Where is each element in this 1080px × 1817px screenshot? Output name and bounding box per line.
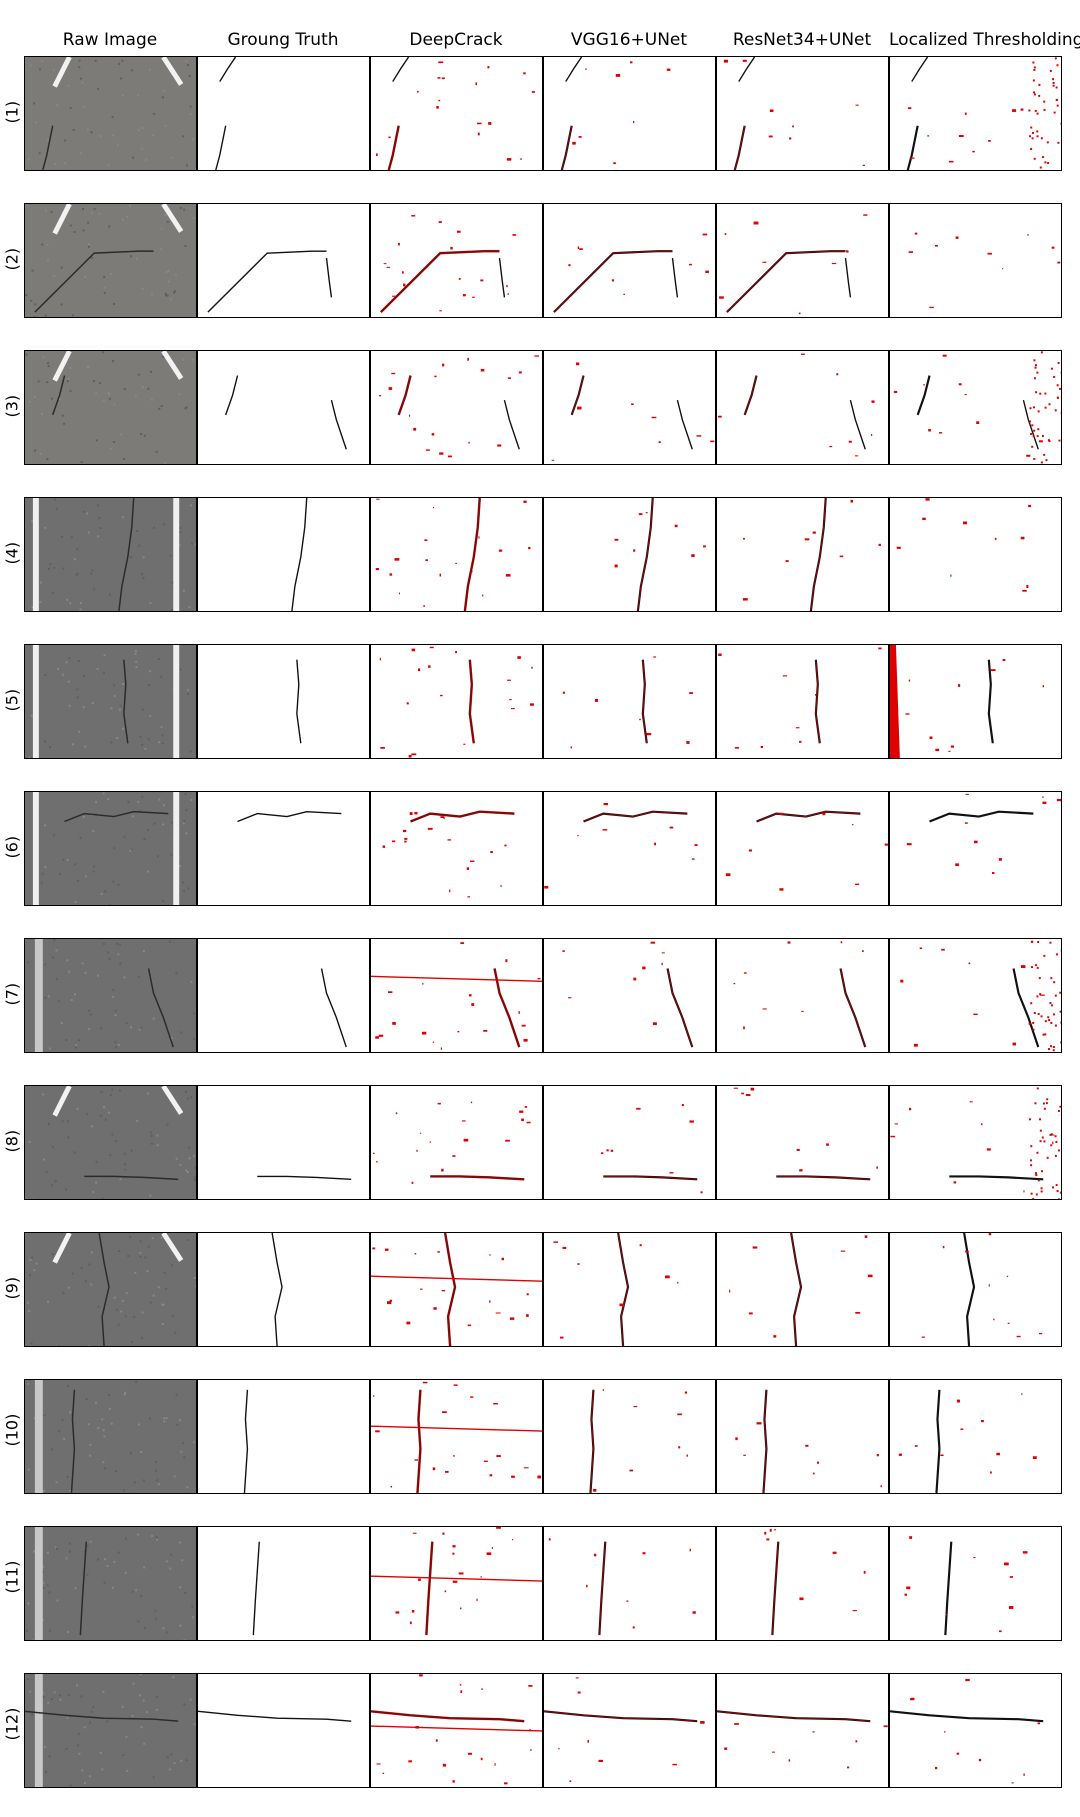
result-panel <box>370 203 543 318</box>
result-panel <box>24 791 197 906</box>
result-panel <box>197 497 370 612</box>
column-title: ResNet34+UNet <box>716 30 888 50</box>
result-panel <box>197 938 370 1053</box>
result-panel <box>24 497 197 612</box>
result-panel <box>24 644 197 759</box>
result-panel <box>716 497 889 612</box>
column-title: Localized Thresholding <box>889 30 1061 50</box>
result-panel <box>197 203 370 318</box>
result-panel <box>24 1085 197 1200</box>
result-panel <box>716 1232 889 1347</box>
result-panel <box>370 1232 543 1347</box>
result-panel <box>543 644 716 759</box>
result-panel <box>889 497 1062 612</box>
result-panel <box>370 1379 543 1494</box>
result-panel <box>24 1379 197 1494</box>
result-panel <box>24 1673 197 1788</box>
row-label: (4) <box>3 544 22 564</box>
row-label: (11) <box>3 1573 22 1593</box>
result-panel <box>543 1673 716 1788</box>
result-panel <box>370 1526 543 1641</box>
row-label: (7) <box>3 985 22 1005</box>
result-panel <box>716 1673 889 1788</box>
row-label: (6) <box>3 838 22 858</box>
result-panel <box>543 1085 716 1200</box>
result-panel <box>370 1085 543 1200</box>
row-label: (10) <box>3 1426 22 1446</box>
result-panel <box>889 1673 1062 1788</box>
result-panel <box>370 497 543 612</box>
row-label: (5) <box>3 691 22 711</box>
result-panel <box>197 1673 370 1788</box>
result-panel <box>370 791 543 906</box>
result-panel <box>716 644 889 759</box>
result-panel <box>889 56 1062 171</box>
result-panel <box>370 350 543 465</box>
result-panel <box>24 1232 197 1347</box>
result-panel <box>197 56 370 171</box>
result-panel <box>716 1085 889 1200</box>
result-panel <box>543 938 716 1053</box>
result-panel <box>889 1526 1062 1641</box>
row-label: (12) <box>3 1720 22 1740</box>
result-panel <box>889 1232 1062 1347</box>
result-panel <box>197 1379 370 1494</box>
result-panel <box>24 1526 197 1641</box>
result-panel <box>716 791 889 906</box>
result-panel <box>197 1085 370 1200</box>
result-panel <box>24 56 197 171</box>
column-title: Groung Truth <box>197 30 369 50</box>
row-label: (8) <box>3 1132 22 1152</box>
result-panel <box>889 791 1062 906</box>
result-panel <box>889 644 1062 759</box>
result-panel <box>370 644 543 759</box>
result-panel <box>197 1526 370 1641</box>
result-panel <box>543 791 716 906</box>
row-label: (1) <box>3 103 22 123</box>
row-label: (9) <box>3 1279 22 1299</box>
result-panel <box>197 1232 370 1347</box>
result-panel <box>197 350 370 465</box>
result-panel <box>543 1379 716 1494</box>
result-panel <box>370 938 543 1053</box>
result-panel <box>370 56 543 171</box>
result-panel <box>197 791 370 906</box>
result-panel <box>24 203 197 318</box>
column-title: DeepCrack <box>370 30 542 50</box>
result-panel <box>889 938 1062 1053</box>
result-panel <box>543 203 716 318</box>
result-panel <box>370 1673 543 1788</box>
result-panel <box>24 350 197 465</box>
result-panel <box>716 1379 889 1494</box>
column-title: VGG16+UNet <box>543 30 715 50</box>
result-panel <box>543 350 716 465</box>
result-panel <box>543 56 716 171</box>
result-panel <box>716 1526 889 1641</box>
result-panel <box>197 644 370 759</box>
result-panel <box>716 938 889 1053</box>
result-panel <box>716 203 889 318</box>
result-panel <box>24 938 197 1053</box>
result-panel <box>543 1232 716 1347</box>
result-panel <box>889 350 1062 465</box>
result-panel <box>716 56 889 171</box>
column-title: Raw Image <box>24 30 196 50</box>
row-label: (2) <box>3 250 22 270</box>
row-label: (3) <box>3 397 22 417</box>
result-panel <box>716 350 889 465</box>
result-panel <box>543 1526 716 1641</box>
result-panel <box>889 203 1062 318</box>
result-panel <box>889 1085 1062 1200</box>
result-panel <box>889 1379 1062 1494</box>
result-panel <box>543 497 716 612</box>
